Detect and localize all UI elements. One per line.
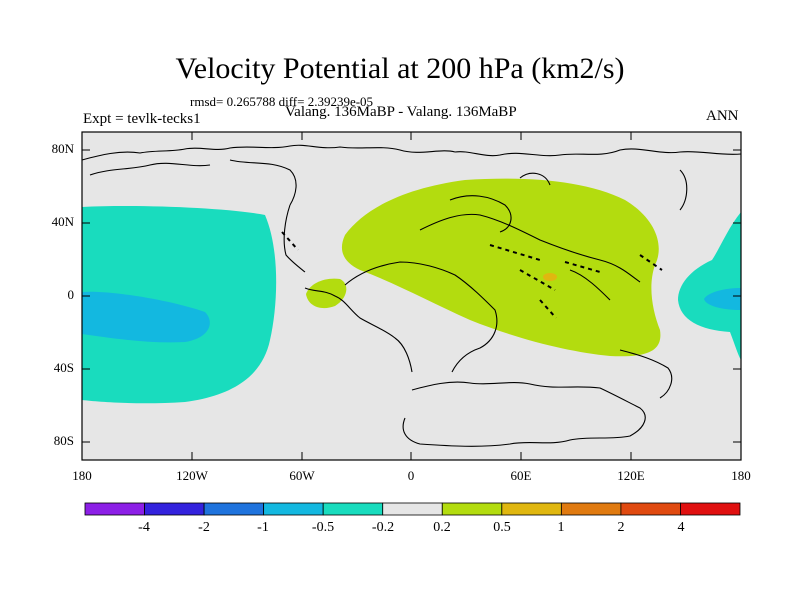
colorbar-swatch-9 <box>560 502 622 516</box>
colorbar-swatch-3 <box>203 502 265 516</box>
colorbar-swatch-1 <box>84 502 145 516</box>
y-label-40s: 40S <box>53 360 74 375</box>
island-chain-1 <box>489 244 541 261</box>
coastline-north <box>81 144 456 161</box>
coastlines <box>81 144 742 447</box>
coastline-arctic <box>89 159 297 206</box>
x-label-180w: 180 <box>72 468 92 483</box>
x-label-0: 0 <box>407 468 415 483</box>
x-label-60e: 60E <box>510 468 532 483</box>
coastline-south-america <box>304 287 413 373</box>
positive-core <box>543 273 557 281</box>
colorbar-label-1: -4 <box>138 520 150 535</box>
colorbar-swatch-11 <box>680 502 741 516</box>
colorbar-label-2: -2 <box>198 520 210 535</box>
island-dashes <box>281 231 663 319</box>
x-label-60w: 60W <box>289 468 315 483</box>
coastline-africa <box>344 261 498 373</box>
colorbar-swatch-6 <box>382 502 443 516</box>
experiment-label: Expt = tevlk-tecks1 <box>83 111 201 127</box>
plot-title: Velocity Potential at 200 hPa (km2/s) <box>175 52 625 85</box>
axis-ticks <box>81 132 742 460</box>
coastline-eurasia <box>454 148 742 211</box>
colorbar-label-4: -0.5 <box>311 520 335 535</box>
island-chain-2 <box>519 269 556 291</box>
y-label-80s: 80S <box>53 433 74 448</box>
colorbar-label-6: 0.2 <box>433 520 451 535</box>
colorbar-swatch-4 <box>263 502 324 516</box>
colorbar-label-10: 4 <box>677 520 685 535</box>
coastline-europe-tethys <box>419 195 641 283</box>
positive-anomaly-small <box>306 278 347 309</box>
colorbar-swatch-8 <box>501 502 562 516</box>
colorbar-label-7: 0.5 <box>493 520 511 535</box>
season-label: ANN <box>706 108 739 124</box>
coastline-india <box>569 269 611 301</box>
negative-core-east <box>704 288 741 310</box>
colorbar-label-9: 2 <box>617 520 625 535</box>
coastline-north-america <box>283 204 306 273</box>
colorbar-label-8: 1 <box>557 520 565 535</box>
colorbar-swatch-10 <box>620 502 681 516</box>
x-label-120w: 120W <box>176 468 208 483</box>
colorbar-swatch-2 <box>144 502 205 516</box>
y-label-0: 0 <box>67 287 75 302</box>
colorbar-swatch-5 <box>322 502 384 516</box>
subtitle-label: Valang. 136MaBP - Valang. 136MaBP <box>285 104 517 120</box>
colorbar-label-3: -1 <box>257 520 269 535</box>
island-chain-3 <box>564 261 601 273</box>
y-label-80n: 80N <box>51 141 74 156</box>
y-label-40n: 40N <box>51 214 74 229</box>
colorbar-label-5: -0.2 <box>371 520 395 535</box>
negative-core-west <box>82 291 210 343</box>
positive-anomaly-main <box>341 178 661 357</box>
coastline-southern <box>402 381 646 447</box>
x-label-120e: 120E <box>617 468 645 483</box>
coastline-australia <box>619 349 673 399</box>
x-label-180e: 180 <box>731 468 751 483</box>
stats-label: rmsd= 0.265788 diff= 2.39239e-05 <box>190 94 374 109</box>
negative-anomaly-east <box>678 212 741 360</box>
colorbar-swatch-7 <box>441 502 503 516</box>
colorbar <box>84 502 741 516</box>
